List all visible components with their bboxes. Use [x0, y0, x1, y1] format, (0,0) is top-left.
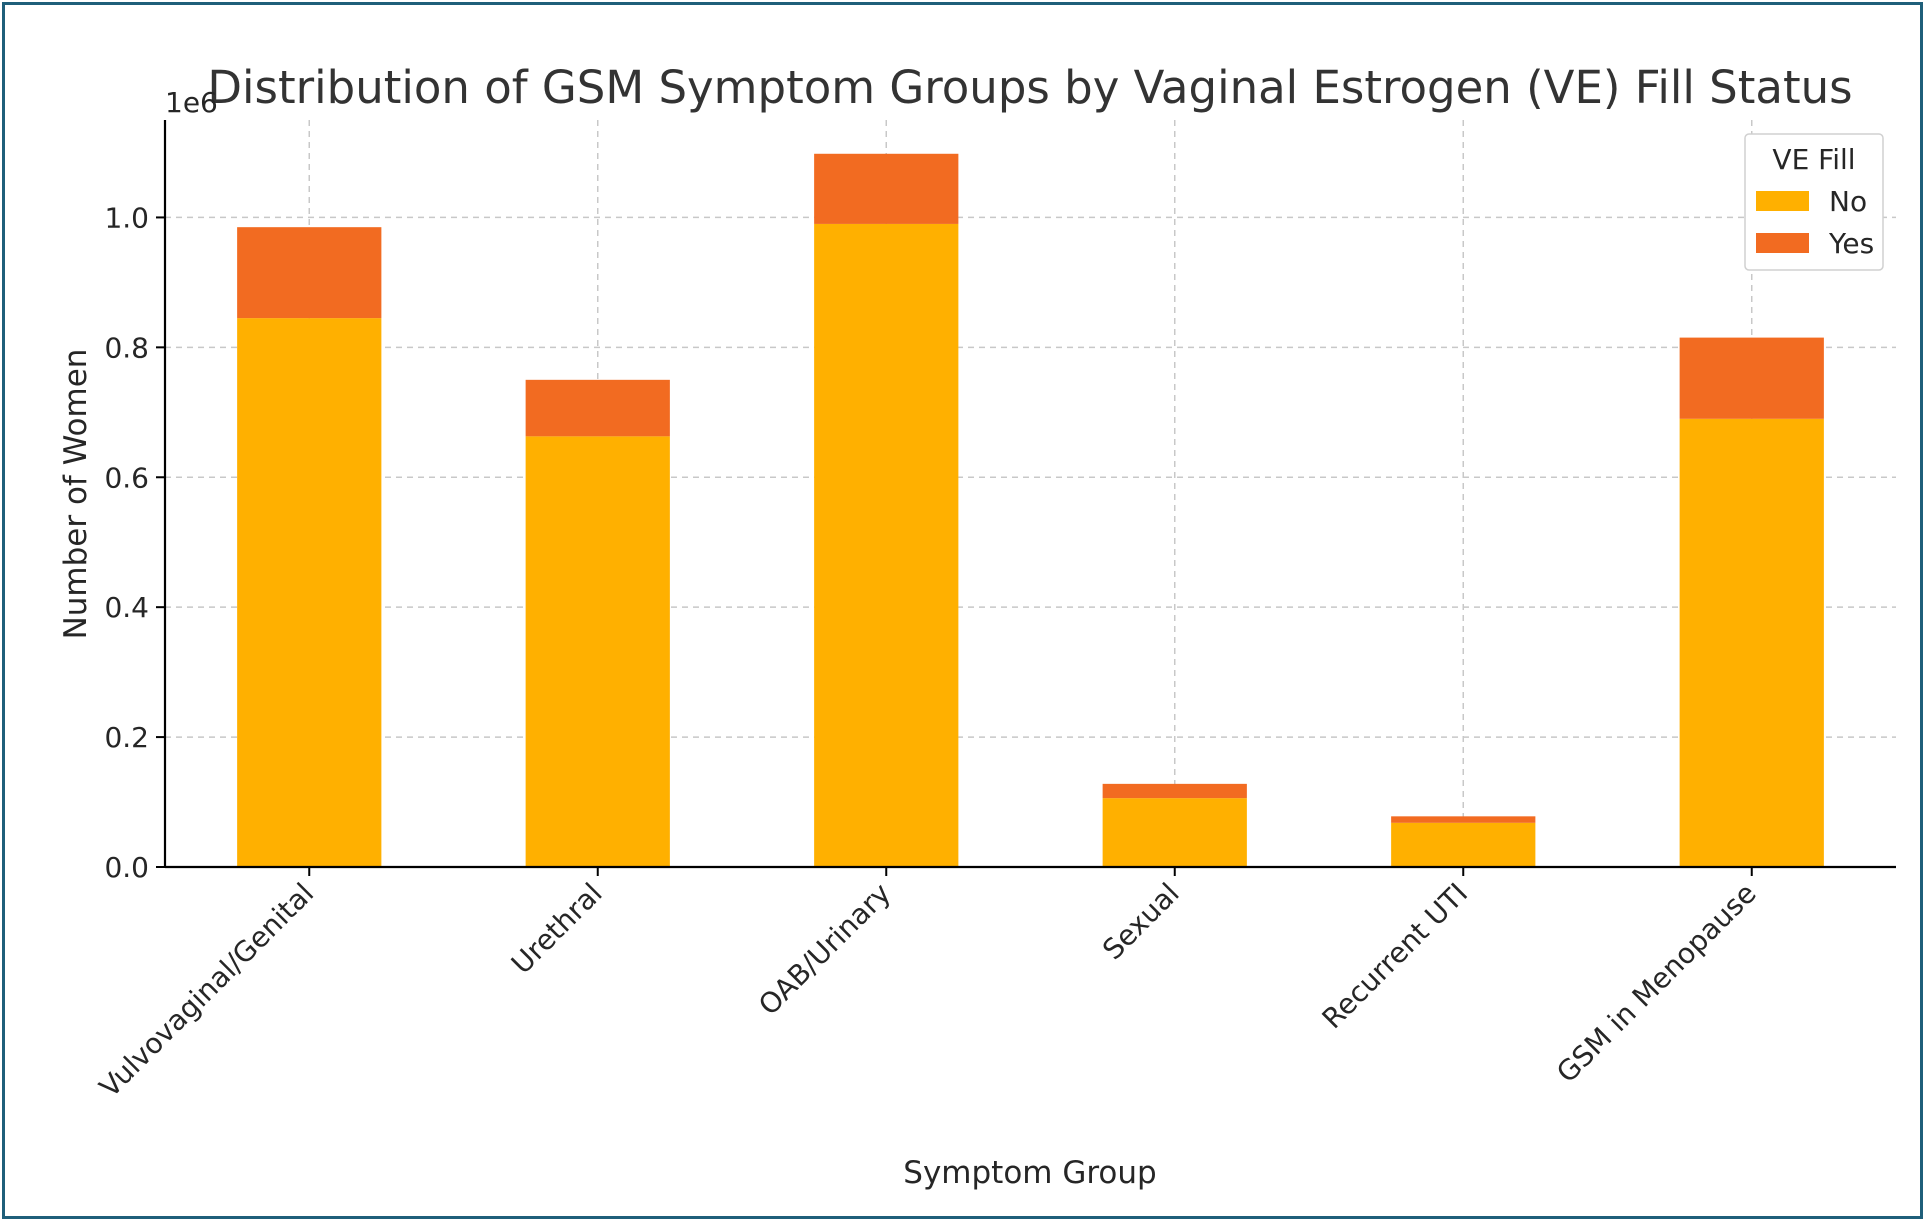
bar-no-2: [814, 223, 959, 868]
bar-yes-2: [814, 153, 959, 224]
legend-title: VE Fill: [1772, 143, 1855, 176]
x-axis-title: Symptom Group: [903, 1155, 1156, 1191]
x-tick-label: GSM in Menopause: [1550, 877, 1763, 1090]
x-tick-label: Urethral: [505, 877, 609, 981]
bar-yes-0: [237, 227, 382, 319]
x-tick-label: Vulvovaginal/Genital: [93, 877, 320, 1104]
grid-layer: [165, 120, 1896, 867]
y-tick-label: 1.0: [104, 201, 149, 234]
axes-layer: [163, 120, 1896, 869]
bar-no-5: [1679, 418, 1824, 867]
chart-title: Distribution of GSM Symptom Groups by Va…: [207, 61, 1852, 114]
bar-yes-5: [1679, 337, 1824, 419]
legend-label-no: No: [1829, 185, 1867, 218]
y-tick-label: 0.2: [104, 721, 149, 754]
x-tick-label: Sexual: [1096, 877, 1186, 967]
legend-label-yes: Yes: [1828, 227, 1874, 260]
y-tick-label: 0.6: [104, 461, 149, 494]
bar-no-3: [1102, 798, 1247, 867]
bar-yes-1: [525, 379, 670, 437]
legend: VE Fill No Yes: [1744, 133, 1884, 271]
x-tick-label: OAB/Urinary: [752, 877, 897, 1022]
y-offset-label: 1e6: [165, 86, 218, 119]
bar-yes-4: [1391, 816, 1536, 823]
bars-layer: [237, 153, 1824, 868]
bar-yes-3: [1102, 783, 1247, 799]
y-tick-label: 0.0: [104, 851, 149, 884]
x-tick-label: Recurrent UTI: [1316, 877, 1475, 1036]
y-tick-label: 0.8: [104, 331, 149, 364]
bar-no-4: [1391, 822, 1536, 867]
bar-no-1: [525, 436, 670, 867]
legend-swatch-no: [1756, 191, 1809, 211]
y-axis-title: Number of Women: [58, 349, 94, 640]
bar-no-0: [237, 318, 382, 867]
y-tick-label: 0.4: [104, 591, 149, 624]
legend-swatch-yes: [1756, 233, 1809, 253]
